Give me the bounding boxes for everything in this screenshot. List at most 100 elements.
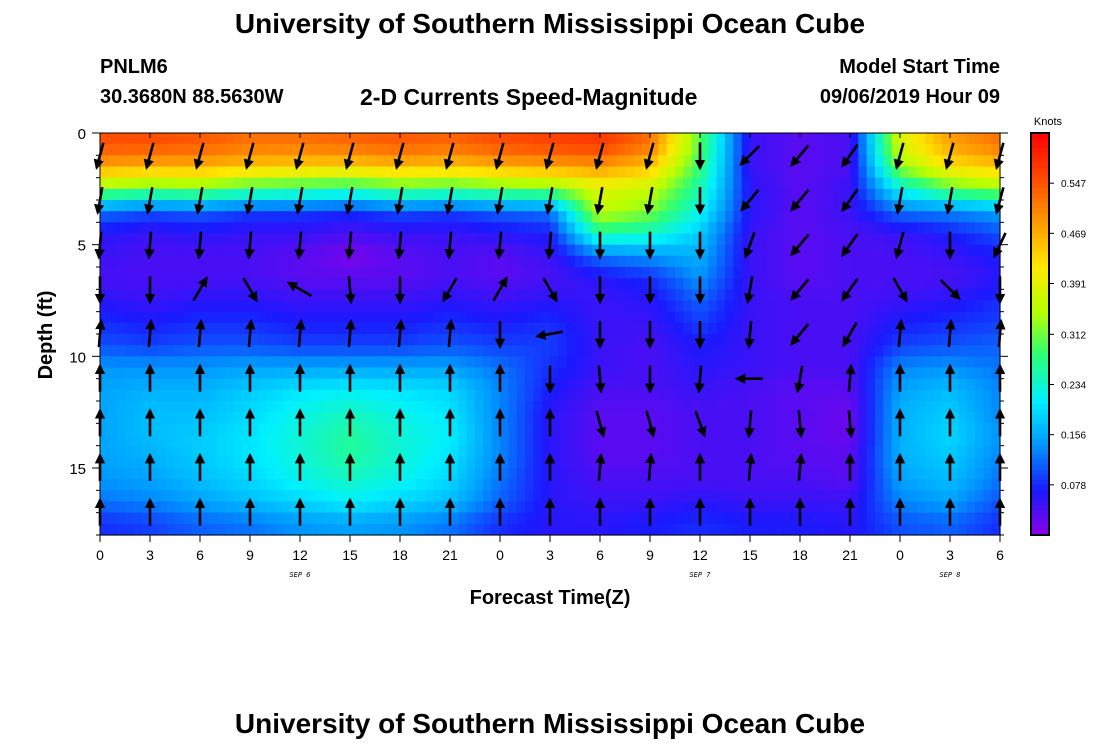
heatmap-cell bbox=[316, 300, 326, 313]
heatmap-cell bbox=[758, 523, 768, 536]
heatmap-cell bbox=[300, 512, 309, 525]
heatmap-cell bbox=[375, 412, 384, 424]
heatmap-cell bbox=[900, 501, 909, 514]
heatmap-cell bbox=[991, 378, 1001, 391]
heatmap-cell bbox=[800, 222, 809, 235]
heatmap-cell bbox=[525, 300, 534, 313]
heatmap-cell bbox=[425, 222, 434, 235]
heatmap-cell bbox=[966, 177, 976, 190]
heatmap-cell bbox=[975, 188, 984, 201]
heatmap-cell bbox=[358, 445, 368, 458]
heatmap-cell bbox=[158, 155, 168, 168]
heatmap-cell bbox=[258, 490, 268, 503]
heatmap-cell bbox=[541, 512, 551, 525]
heatmap-cell bbox=[116, 334, 126, 346]
heatmap-cell bbox=[241, 356, 251, 369]
heatmap-cell bbox=[166, 133, 176, 145]
heatmap-cell bbox=[333, 389, 343, 402]
heatmap-cell bbox=[975, 378, 984, 391]
heatmap-cell bbox=[866, 378, 876, 391]
heatmap-cell bbox=[716, 177, 726, 190]
heatmap-cell bbox=[633, 356, 643, 369]
heatmap-cell bbox=[308, 289, 318, 302]
heatmap-cell bbox=[108, 434, 118, 447]
heatmap-cell bbox=[583, 233, 593, 246]
heatmap-cell bbox=[516, 255, 526, 268]
heatmap-cell bbox=[575, 412, 584, 424]
heatmap-cell bbox=[616, 233, 626, 246]
heatmap-cell bbox=[775, 401, 784, 413]
heatmap-cell bbox=[308, 356, 318, 369]
heatmap-cell bbox=[216, 501, 226, 514]
heatmap-cell bbox=[925, 289, 934, 302]
heatmap-cell bbox=[141, 378, 151, 391]
heatmap-cell bbox=[508, 345, 518, 357]
heatmap-cell bbox=[375, 356, 384, 369]
heatmap-cell bbox=[716, 255, 726, 268]
heatmap-cell bbox=[583, 434, 593, 447]
heatmap-cell bbox=[858, 211, 868, 223]
heatmap-cell bbox=[333, 512, 343, 525]
colorbar-segment bbox=[1031, 258, 1049, 265]
heatmap-cell bbox=[533, 188, 543, 201]
heatmap-cell bbox=[258, 233, 268, 246]
heatmap-cell bbox=[941, 334, 951, 346]
heatmap-cell bbox=[108, 177, 118, 190]
heatmap-cell bbox=[400, 278, 409, 290]
heatmap-cell bbox=[716, 133, 726, 145]
heatmap-cell bbox=[591, 211, 601, 223]
heatmap-cell bbox=[416, 334, 426, 346]
heatmap-cell bbox=[633, 512, 643, 525]
heatmap-cell bbox=[366, 445, 376, 458]
heatmap-cell bbox=[508, 255, 518, 268]
heatmap-cell bbox=[500, 378, 509, 391]
heatmap-cell bbox=[625, 490, 634, 503]
heatmap-cell bbox=[616, 166, 626, 179]
heatmap-cell bbox=[958, 367, 968, 380]
heatmap-cell bbox=[241, 345, 251, 357]
heatmap-cell bbox=[600, 300, 609, 313]
heatmap-cell bbox=[925, 523, 934, 536]
heatmap-cell bbox=[233, 155, 243, 168]
heatmap-cell bbox=[141, 468, 151, 480]
heatmap-cell bbox=[875, 222, 884, 235]
heatmap-cell bbox=[741, 188, 751, 201]
heatmap-cell bbox=[475, 322, 484, 335]
heatmap-cell bbox=[666, 378, 676, 391]
heatmap-cell bbox=[441, 311, 451, 324]
heatmap-cell bbox=[450, 490, 459, 503]
heatmap-cell bbox=[891, 177, 901, 190]
heatmap-cell bbox=[966, 501, 976, 514]
heatmap-cell bbox=[183, 434, 193, 447]
heatmap-cell bbox=[175, 523, 184, 536]
heatmap-cell bbox=[241, 512, 251, 525]
heatmap-cell bbox=[941, 211, 951, 223]
heatmap-cell bbox=[883, 523, 893, 536]
heatmap-cell bbox=[733, 155, 743, 168]
heatmap-cell bbox=[433, 512, 443, 525]
heatmap-cell bbox=[758, 166, 768, 179]
heatmap-cell bbox=[208, 334, 218, 346]
heatmap-cell bbox=[133, 322, 143, 335]
heatmap-cell bbox=[858, 311, 868, 324]
heatmap-cell bbox=[616, 222, 626, 235]
heatmap-cell bbox=[183, 255, 193, 268]
heatmap-cell bbox=[383, 523, 393, 536]
heatmap-cell bbox=[608, 233, 618, 246]
heatmap-cell bbox=[933, 289, 943, 302]
heatmap-cell bbox=[941, 188, 951, 201]
heatmap-cell bbox=[891, 211, 901, 223]
heatmap-cell bbox=[883, 155, 893, 168]
heatmap-cell bbox=[916, 278, 926, 290]
heatmap-cell bbox=[283, 356, 293, 369]
heatmap-cell bbox=[983, 334, 993, 346]
heatmap-cell bbox=[500, 401, 509, 413]
heatmap-cell bbox=[825, 501, 834, 514]
heatmap-cell bbox=[208, 188, 218, 201]
heatmap-cell bbox=[875, 356, 884, 369]
heatmap-cell bbox=[525, 456, 534, 469]
heatmap-cell bbox=[100, 490, 109, 503]
heatmap-cell bbox=[683, 289, 693, 302]
heatmap-cell bbox=[225, 211, 234, 223]
